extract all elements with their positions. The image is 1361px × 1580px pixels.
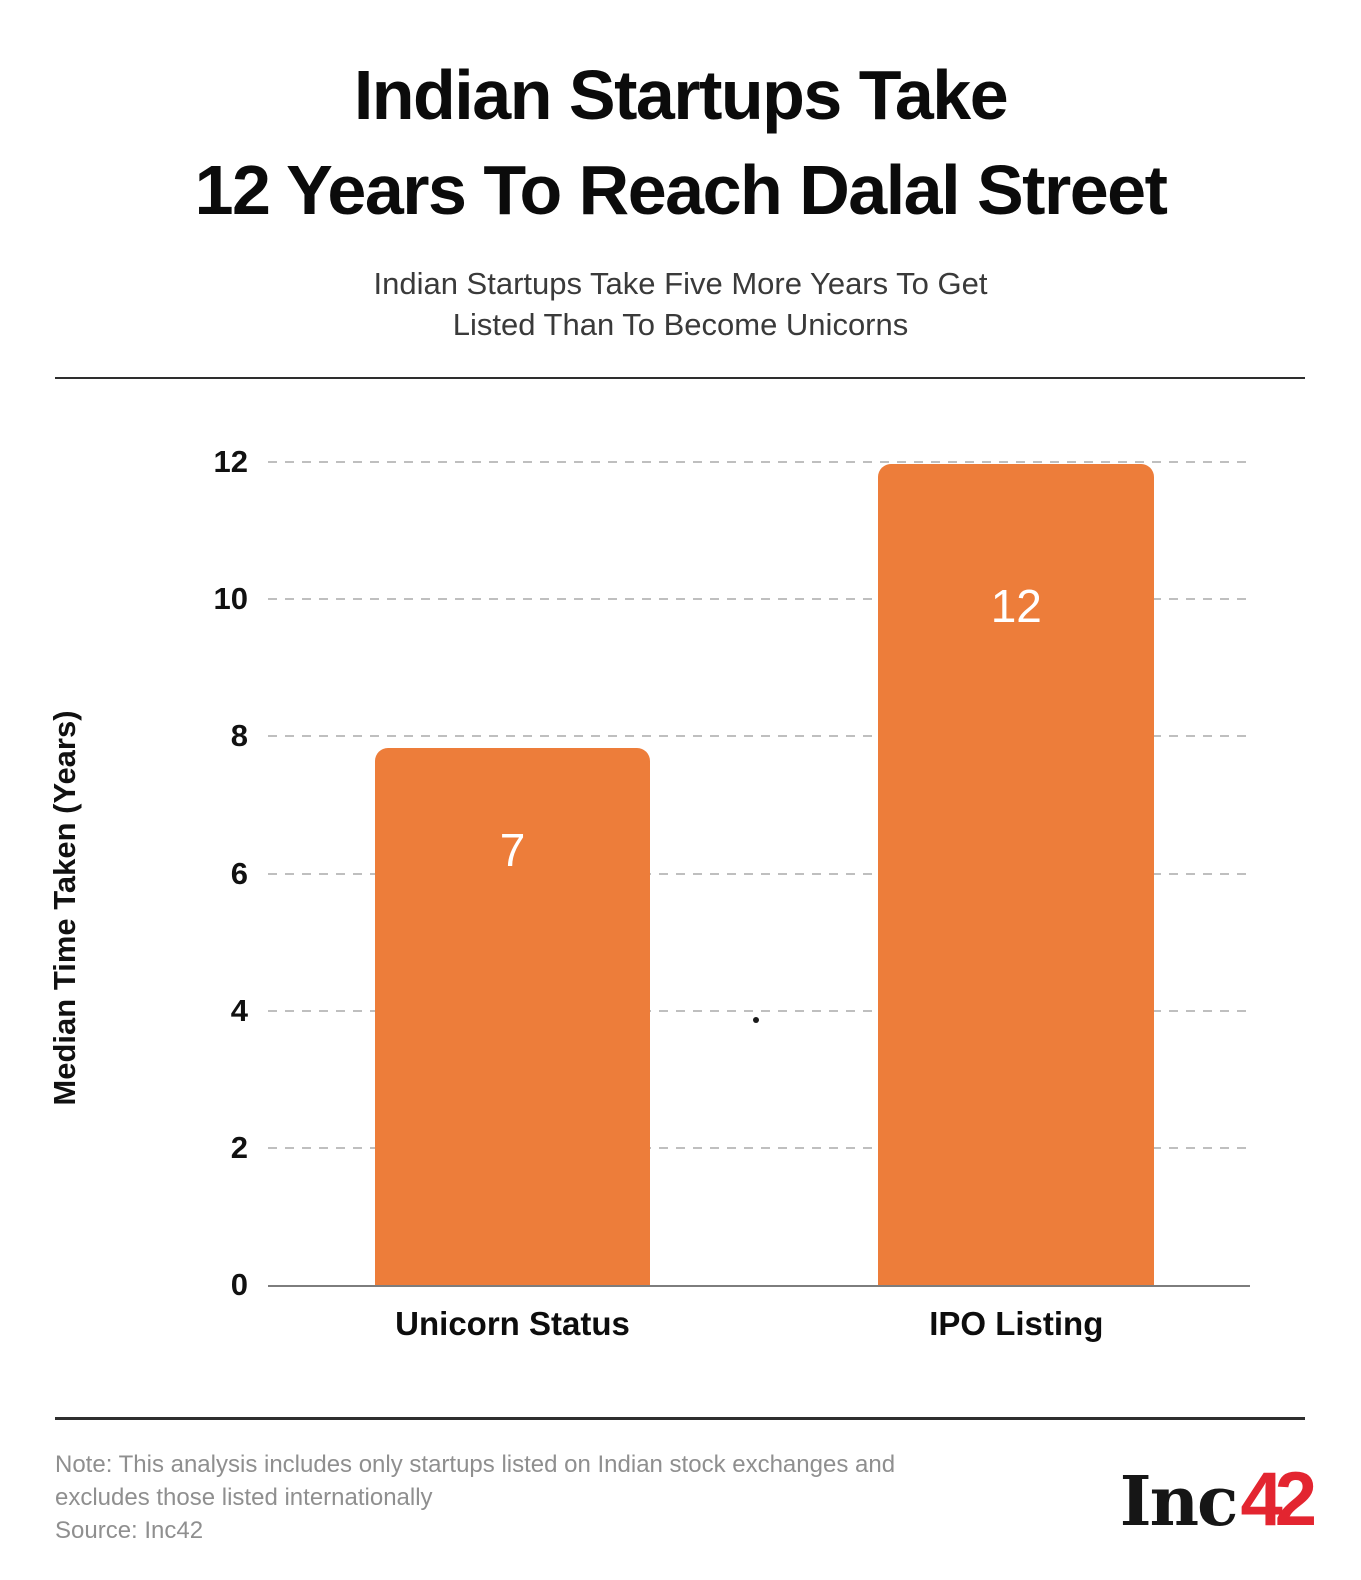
- y-tick-label-10: 10: [213, 581, 248, 617]
- page-subtitle-line2: Listed Than To Become Unicorns: [452, 307, 909, 342]
- x-axis-line: [268, 1285, 1250, 1287]
- bottom-divider: [55, 1417, 1305, 1420]
- page-title: Indian Startups Take 12 Years To Reach D…: [0, 48, 1361, 238]
- gridline-y10: [268, 598, 1250, 601]
- bar-unicorn-status: 7: [374, 748, 651, 1285]
- footnote-line1: Note: This analysis includes only startu…: [55, 1451, 896, 1478]
- gridline-y12: [268, 461, 1250, 463]
- x-category-label-2: IPO Listing: [929, 1305, 1104, 1342]
- page-title-line2: 12 Years To Reach Dalal Street: [194, 151, 1168, 229]
- page-subtitle: Indian Startups Take Five More Years To …: [0, 263, 1361, 345]
- y-tick-label-4: 4: [230, 992, 248, 1028]
- bar-value-label: 7: [499, 824, 526, 877]
- y-tick-label-0: 0: [230, 1267, 248, 1302]
- y-tick-label-12: 12: [213, 444, 248, 479]
- bar-value-label: 12: [990, 579, 1042, 632]
- page-subtitle-line1: Indian Startups Take Five More Years To …: [373, 266, 988, 301]
- top-divider: [55, 377, 1305, 379]
- gridline-y2: [268, 1146, 1250, 1149]
- footnote-line2: excludes those listed internationally: [55, 1484, 433, 1511]
- source-text: Source: Inc42: [55, 1517, 204, 1544]
- logo-text-red: 42: [1240, 1457, 1316, 1542]
- footnote: Note: This analysis includes only startu…: [55, 1448, 955, 1547]
- y-axis-title: Median Time Taken (Years): [47, 710, 82, 1106]
- y-tick-label-8: 8: [230, 718, 248, 754]
- plot-area: 7 12: [268, 461, 1250, 1285]
- logo-text-black: Inc: [1119, 1462, 1239, 1542]
- y-tick-label-6: 6: [230, 855, 248, 891]
- x-category-label-1: Unicorn Status: [395, 1305, 630, 1342]
- bar-chart: Median Time Taken (Years) 7 12 0 2 4 6 8 10 12 U…: [0, 400, 1361, 1390]
- inc42-logo: Inc42: [1119, 1452, 1317, 1568]
- gridline-y6: [268, 872, 1250, 875]
- y-tick-label-2: 2: [230, 1129, 248, 1165]
- page-title-line1: Indian Startups Take: [353, 56, 1009, 134]
- gridline-y4: [268, 1009, 1250, 1012]
- bar-ipo-listing: 12: [878, 464, 1155, 1285]
- gridline-y8: [268, 735, 1250, 738]
- stray-dot: [753, 1016, 760, 1023]
